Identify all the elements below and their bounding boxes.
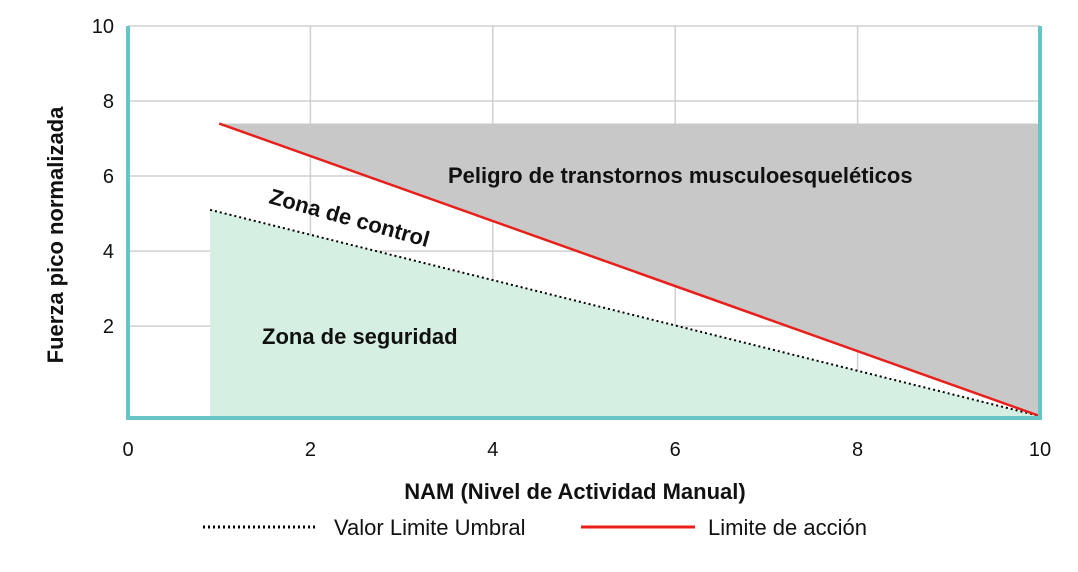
y-tick-label: 10 [92, 16, 114, 38]
legend-label-vlu: Valor Limite Umbral [334, 515, 526, 540]
axes [126, 26, 1042, 420]
legend-label-limite: Limite de acción [708, 515, 867, 540]
y-axis-title: Fuerza pico normalizada [43, 106, 68, 363]
y-tick-label: 8 [103, 91, 114, 113]
x-tick-label: 8 [852, 439, 863, 461]
series [209, 122, 1041, 418]
x-tick-label: 2 [305, 439, 316, 461]
series-line-limite-accion [218, 122, 1041, 418]
x-tick-label: 6 [670, 439, 681, 461]
region-label-seguridad: Zona de seguridad [262, 324, 458, 349]
x-tick-label: 0 [122, 439, 133, 461]
y-tick-label: 6 [103, 166, 114, 188]
x-axis-title: NAM (Nivel de Actividad Manual) [404, 479, 745, 504]
x-tick-label: 10 [1029, 439, 1051, 461]
region-seguridad [210, 209, 1040, 417]
legend: Valor Limite Umbral Limite de acción [203, 515, 867, 540]
x-tick-label: 4 [487, 439, 498, 461]
y-tick-label: 4 [103, 241, 114, 263]
y-tick-label: 2 [103, 316, 114, 338]
tick-labels: 0 2 4 6 8 10 2 4 6 8 10 [92, 16, 1051, 461]
region-label-peligro: Peligro de transtornos musculoesquelétic… [448, 163, 913, 188]
